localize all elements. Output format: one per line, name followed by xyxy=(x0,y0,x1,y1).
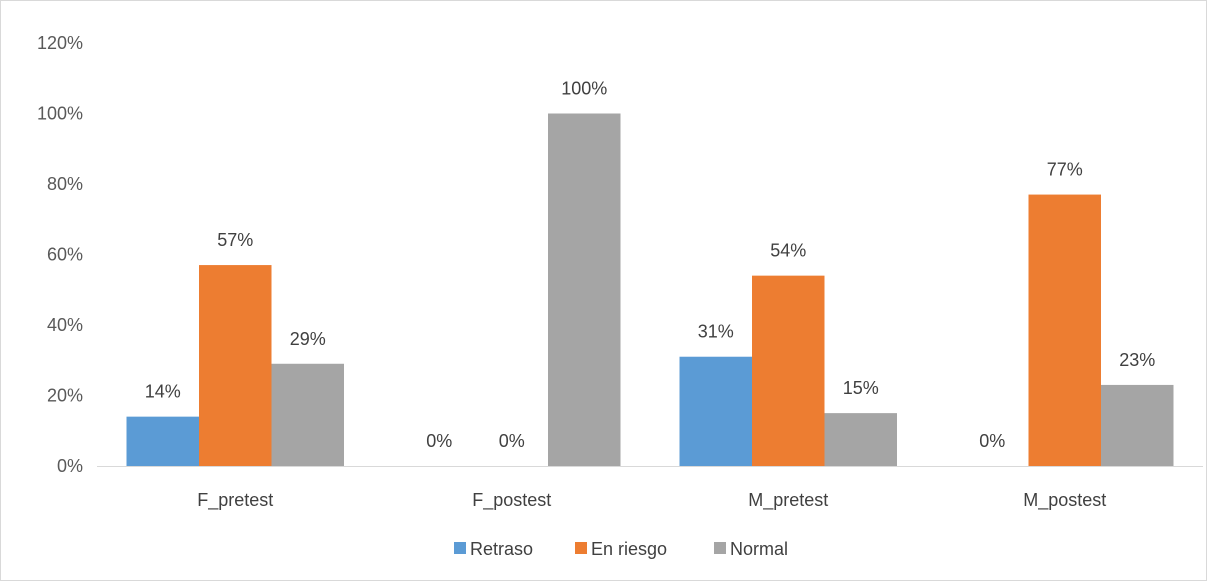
bar xyxy=(548,113,621,466)
category-label: M_pretest xyxy=(748,490,828,511)
y-axis-ticks: 0% 20% 40% 60% 80% 100% 120% xyxy=(37,33,83,476)
bar xyxy=(752,275,825,466)
legend-label: Retraso xyxy=(470,539,533,559)
bars xyxy=(126,113,1174,466)
category-label: F_pretest xyxy=(197,490,273,511)
legend-swatch xyxy=(575,542,587,554)
y-tick-label: 60% xyxy=(47,245,83,265)
data-label: 14% xyxy=(145,382,181,402)
data-label: 15% xyxy=(843,378,879,398)
bar xyxy=(679,356,752,466)
bar xyxy=(1028,194,1101,466)
bar xyxy=(271,363,344,466)
data-label: 23% xyxy=(1119,350,1155,370)
data-label: 31% xyxy=(698,322,734,342)
data-label: 54% xyxy=(770,241,806,261)
data-label: 29% xyxy=(290,329,326,349)
bar xyxy=(1101,384,1174,466)
legend-swatch xyxy=(454,542,466,554)
y-tick-label: 80% xyxy=(47,174,83,194)
data-label: 100% xyxy=(561,79,607,99)
data-labels: 14% 57% 29% 0% 0% 100% 31% 54% 15% 0% 77% 23% xyxy=(145,79,1156,452)
category-label: F_postest xyxy=(472,490,551,511)
data-label: 0% xyxy=(979,431,1005,451)
bar xyxy=(824,413,897,466)
bar xyxy=(199,265,272,466)
y-tick-label: 20% xyxy=(47,386,83,406)
y-tick-label: 120% xyxy=(37,33,83,53)
category-label: M_postest xyxy=(1023,490,1106,511)
y-tick-label: 0% xyxy=(57,456,83,476)
data-label: 57% xyxy=(217,230,253,250)
data-label: 0% xyxy=(426,431,452,451)
legend-swatch xyxy=(714,542,726,554)
x-axis-labels: F_pretest F_postest M_pretest M_postest xyxy=(197,490,1106,511)
data-label: 0% xyxy=(499,431,525,451)
data-label: 77% xyxy=(1047,160,1083,180)
y-tick-label: 40% xyxy=(47,315,83,335)
bar xyxy=(126,416,199,466)
y-tick-label: 100% xyxy=(37,104,83,124)
legend: Retraso En riesgo Normal xyxy=(454,539,788,559)
legend-label: Normal xyxy=(730,539,788,559)
legend-label: En riesgo xyxy=(591,539,667,559)
